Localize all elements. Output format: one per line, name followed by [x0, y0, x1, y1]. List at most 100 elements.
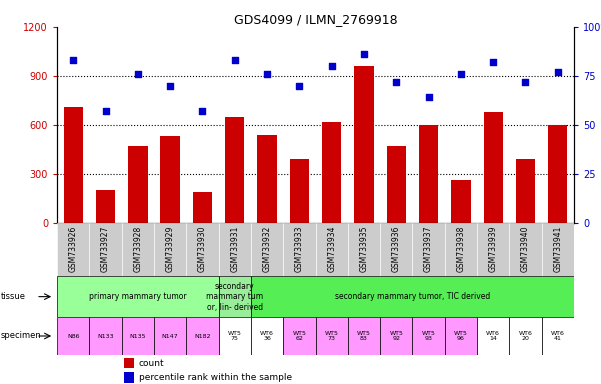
Text: GSM733937: GSM733937 — [424, 225, 433, 272]
Text: GSM733931: GSM733931 — [230, 225, 239, 272]
Text: specimen: specimen — [1, 331, 41, 341]
Bar — [322, 121, 341, 223]
Bar — [316, 223, 348, 276]
Text: WT5
93: WT5 93 — [422, 331, 436, 341]
Bar — [316, 317, 348, 355]
Bar — [186, 223, 219, 276]
Text: WT6
41: WT6 41 — [551, 331, 565, 341]
Point — [101, 108, 111, 114]
Text: GSM733935: GSM733935 — [359, 225, 368, 272]
Bar — [516, 159, 535, 223]
Text: WT5
75: WT5 75 — [228, 331, 242, 341]
Text: GSM733932: GSM733932 — [263, 225, 272, 272]
Text: WT6
20: WT6 20 — [519, 331, 532, 341]
Bar — [509, 223, 542, 276]
Bar — [542, 317, 574, 355]
Text: N135: N135 — [130, 333, 146, 339]
Bar — [380, 223, 412, 276]
Bar — [548, 125, 567, 223]
Point — [230, 57, 240, 63]
Bar — [348, 223, 380, 276]
Text: WT5
73: WT5 73 — [325, 331, 338, 341]
Bar — [121, 223, 154, 276]
Text: percentile rank within the sample: percentile rank within the sample — [139, 373, 292, 382]
Bar — [219, 276, 251, 317]
Text: GSM733933: GSM733933 — [295, 225, 304, 272]
Bar — [283, 317, 316, 355]
Bar — [57, 317, 90, 355]
Bar — [186, 317, 219, 355]
Bar — [283, 223, 316, 276]
Bar — [419, 125, 438, 223]
Text: N133: N133 — [97, 333, 114, 339]
Point — [165, 83, 175, 89]
Text: tissue: tissue — [1, 292, 26, 301]
Bar — [477, 317, 509, 355]
Text: N147: N147 — [162, 333, 178, 339]
Bar — [451, 180, 471, 223]
Text: WT5
62: WT5 62 — [293, 331, 307, 341]
Text: WT6
14: WT6 14 — [486, 331, 500, 341]
Text: GSM733929: GSM733929 — [166, 225, 175, 272]
Text: GSM733926: GSM733926 — [69, 225, 78, 272]
Bar — [154, 317, 186, 355]
Bar — [193, 192, 212, 223]
Bar — [412, 223, 445, 276]
Text: WT6
36: WT6 36 — [260, 331, 274, 341]
Bar — [57, 276, 219, 317]
Bar — [445, 317, 477, 355]
Bar — [57, 223, 90, 276]
Text: secondary
mammary tum
or, lin- derived: secondary mammary tum or, lin- derived — [206, 282, 263, 311]
Bar — [348, 317, 380, 355]
Bar — [64, 107, 83, 223]
Text: secondary mammary tumor, TIC derived: secondary mammary tumor, TIC derived — [335, 292, 490, 301]
Bar — [251, 223, 283, 276]
Text: GSM733939: GSM733939 — [489, 225, 498, 272]
Point — [359, 51, 369, 57]
Title: GDS4099 / ILMN_2769918: GDS4099 / ILMN_2769918 — [234, 13, 397, 26]
Bar — [380, 317, 412, 355]
Point — [424, 94, 433, 101]
Text: GSM733934: GSM733934 — [327, 225, 336, 272]
Bar — [124, 372, 133, 382]
Bar — [219, 317, 251, 355]
Point — [294, 83, 304, 89]
Point — [327, 63, 337, 69]
Text: GSM733936: GSM733936 — [392, 225, 401, 272]
Text: count: count — [139, 359, 165, 367]
Point — [553, 69, 563, 75]
Bar — [121, 317, 154, 355]
Bar — [154, 223, 186, 276]
Text: N86: N86 — [67, 333, 79, 339]
Bar — [90, 223, 121, 276]
Point — [489, 59, 498, 65]
Point — [262, 71, 272, 77]
Point — [456, 71, 466, 77]
Bar — [96, 190, 115, 223]
Bar — [509, 317, 542, 355]
Text: GSM733938: GSM733938 — [456, 225, 465, 272]
Bar — [542, 223, 574, 276]
Bar — [160, 136, 180, 223]
Text: GSM733927: GSM733927 — [101, 225, 110, 272]
Bar — [257, 135, 276, 223]
Bar — [251, 317, 283, 355]
Bar — [128, 146, 147, 223]
Bar — [124, 358, 133, 368]
Text: WT5
96: WT5 96 — [454, 331, 468, 341]
Bar — [290, 159, 309, 223]
Point — [69, 57, 78, 63]
Bar — [219, 223, 251, 276]
Text: WT5
83: WT5 83 — [357, 331, 371, 341]
Bar — [251, 276, 574, 317]
Point — [198, 108, 207, 114]
Text: WT5
92: WT5 92 — [389, 331, 403, 341]
Bar — [386, 146, 406, 223]
Bar — [483, 112, 503, 223]
Text: primary mammary tumor: primary mammary tumor — [89, 292, 187, 301]
Text: GSM733930: GSM733930 — [198, 225, 207, 272]
Point — [391, 79, 401, 85]
Text: GSM733941: GSM733941 — [554, 225, 563, 272]
Text: GSM733928: GSM733928 — [133, 225, 142, 271]
Bar — [477, 223, 509, 276]
